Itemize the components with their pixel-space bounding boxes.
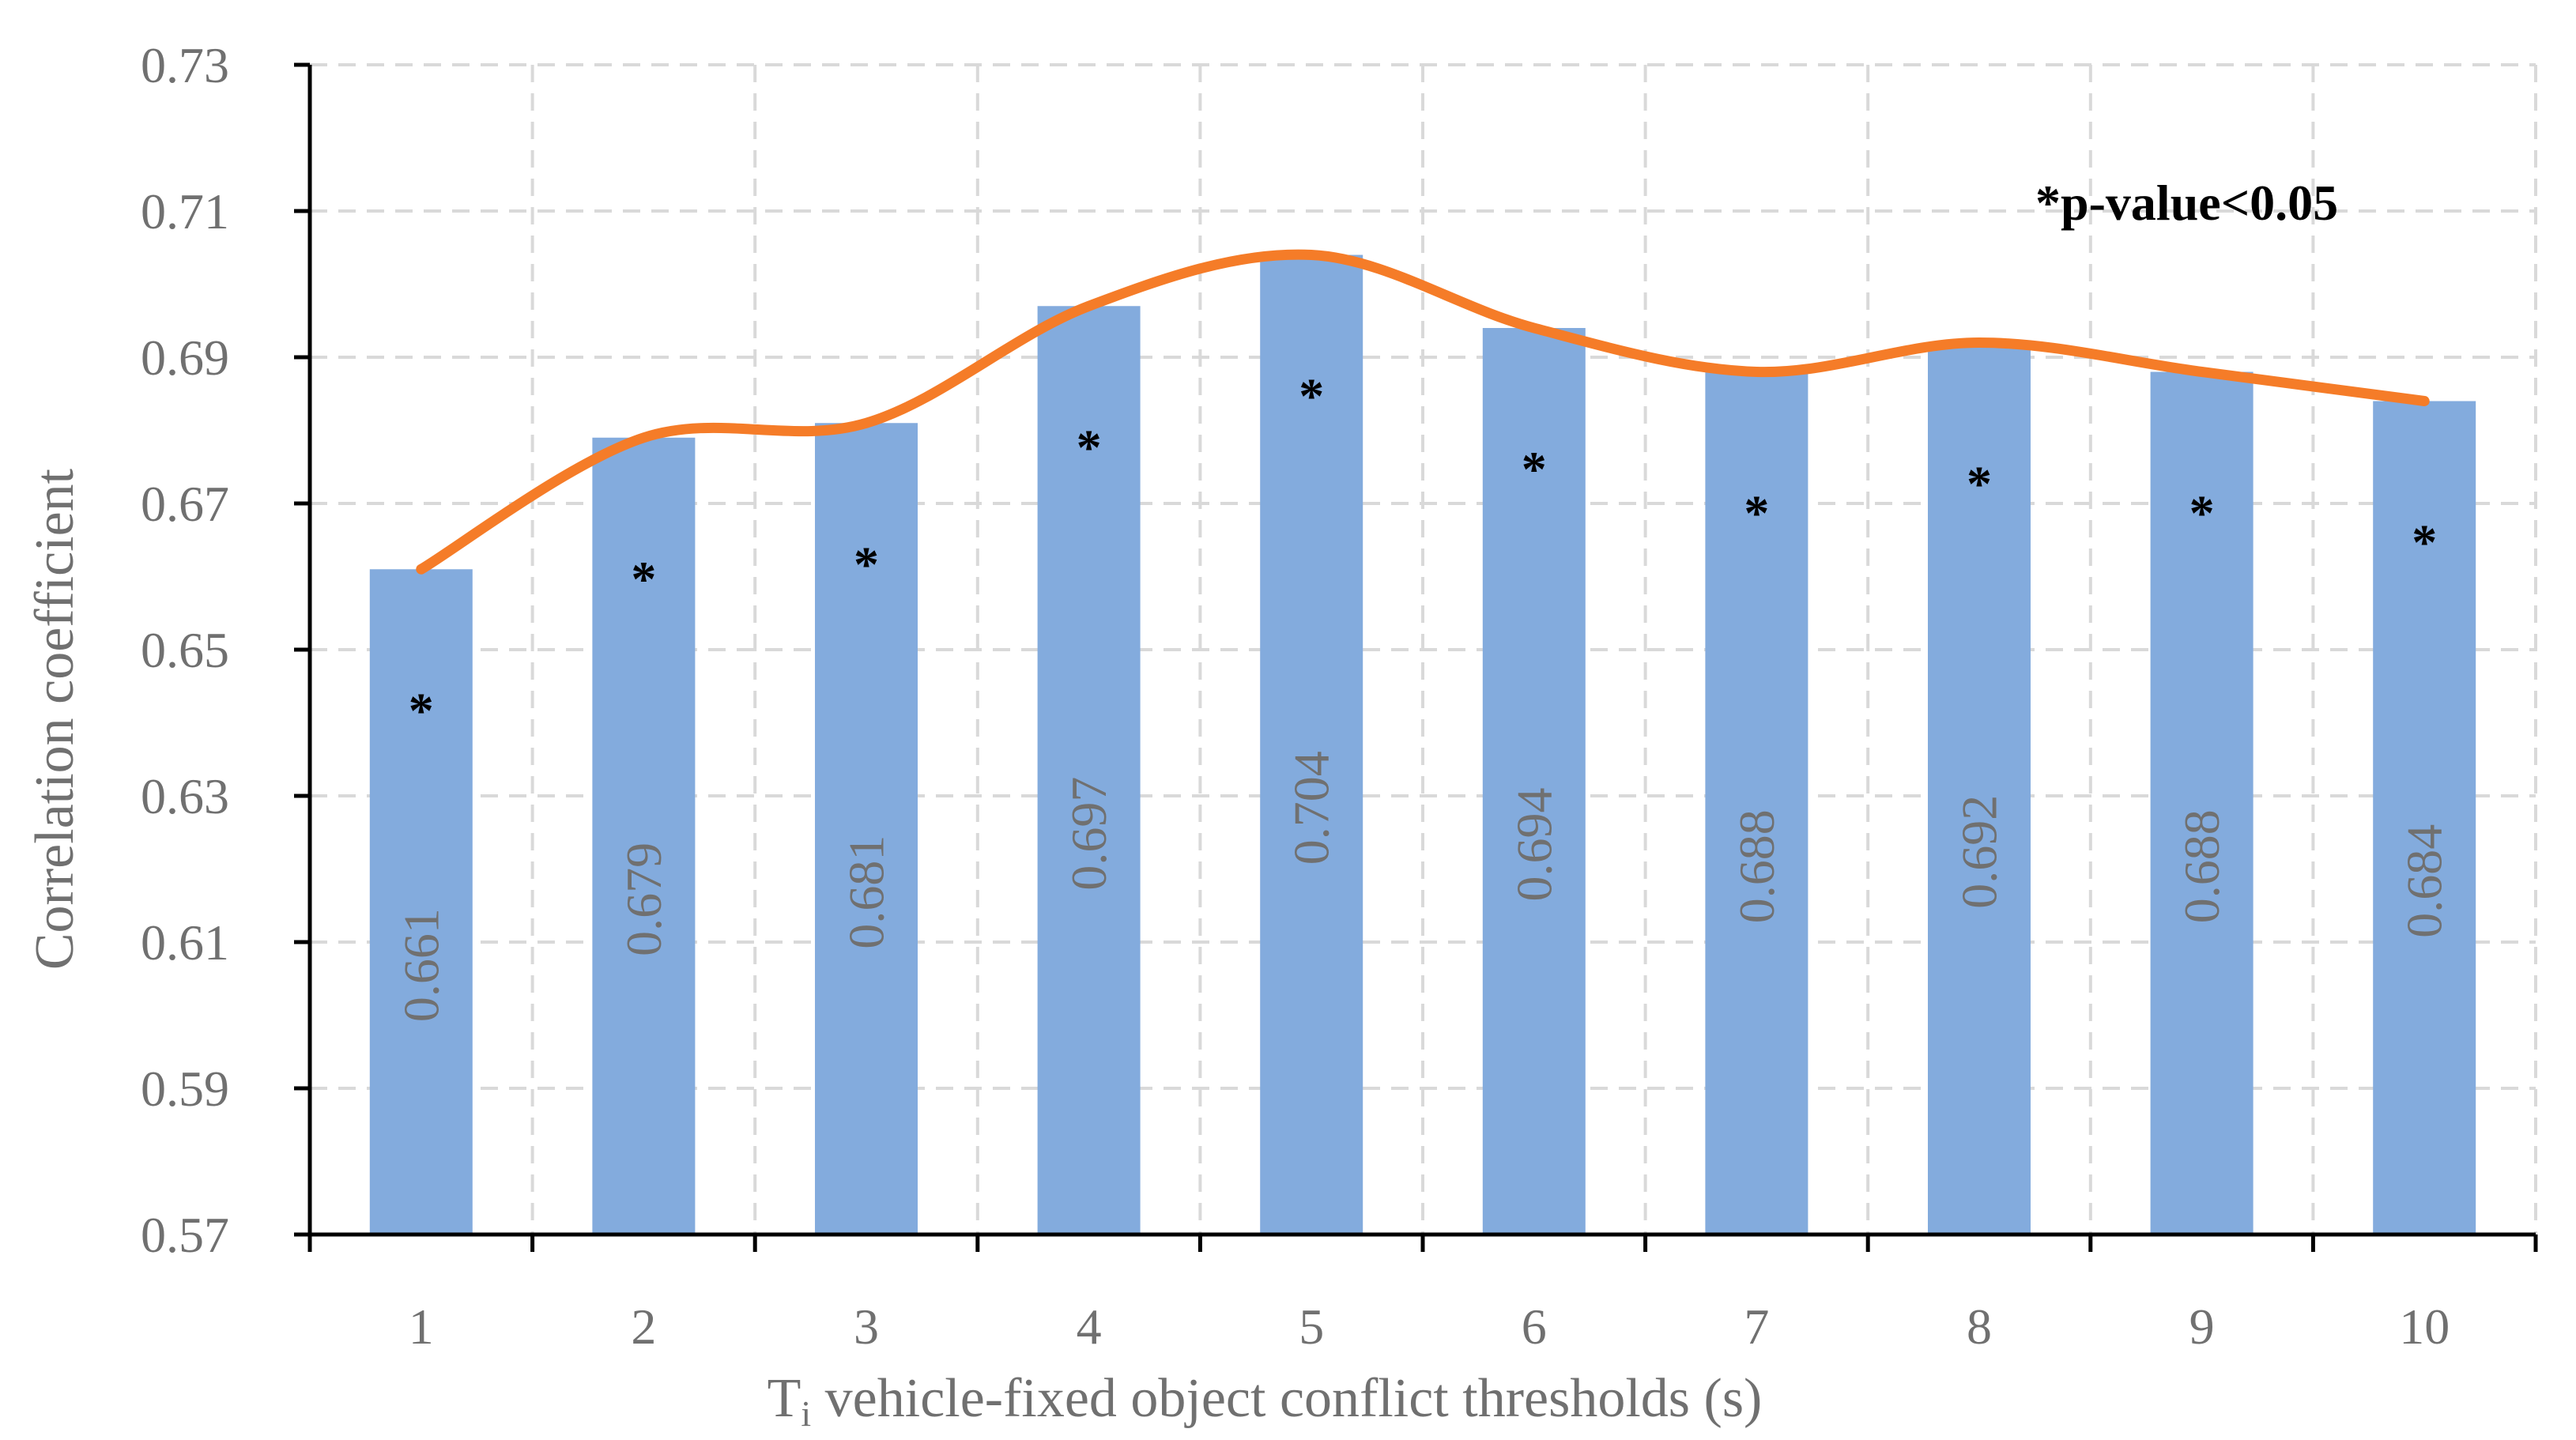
- x-tick-label: 5: [1299, 1299, 1324, 1355]
- bar: [1260, 254, 1363, 1235]
- x-axis-title-rest: vehicle-fixed object conflict thresholds…: [811, 1368, 1762, 1429]
- significance-star: *: [631, 551, 656, 607]
- x-tick-label: 8: [1967, 1299, 1992, 1355]
- bar: [2373, 401, 2476, 1235]
- significance-note: *p-value<0.05: [2035, 175, 2338, 231]
- y-tick-label: 0.65: [141, 622, 229, 678]
- y-tick-label: 0.57: [141, 1207, 229, 1263]
- y-tick-label: 0.71: [141, 183, 229, 239]
- x-tick-label: 10: [2399, 1299, 2450, 1355]
- y-tick-label: 0.67: [141, 476, 229, 532]
- bar: [2150, 371, 2254, 1235]
- y-axis-title: Correlation coefficient: [25, 468, 85, 970]
- significance-star: *: [1299, 368, 1324, 424]
- x-axis-title: Ti vehicle-fixed object conflict thresho…: [768, 1368, 1763, 1434]
- y-tick-label: 0.59: [141, 1061, 229, 1117]
- bar: [815, 423, 918, 1235]
- significance-star: *: [854, 536, 879, 592]
- significance-star: *: [409, 682, 434, 738]
- x-axis-title-main: T: [768, 1368, 801, 1429]
- significance-star: *: [1967, 456, 1992, 512]
- grid-lines: [310, 63, 2537, 1235]
- x-tick-labels: 1 2 3 4 5 6 7 8 9 10: [409, 1299, 2450, 1355]
- bar-value-label: 0.694: [1506, 788, 1562, 902]
- bar: [369, 569, 473, 1235]
- y-tick-label: 0.73: [141, 37, 229, 93]
- significance-star: *: [1522, 441, 1547, 497]
- trend-line: [416, 249, 2430, 575]
- bar-value-labels: 0.661 0.679 0.681 0.697 0.704 0.694 0.688 0.692…: [393, 751, 2452, 1022]
- x-tick-label: 1: [409, 1299, 434, 1355]
- significance-star: *: [1744, 485, 1769, 541]
- bar-value-label: 0.697: [1061, 777, 1117, 891]
- bar-value-label: 0.692: [1952, 795, 2008, 909]
- bar-value-label: 0.681: [839, 835, 895, 949]
- bar-value-label: 0.688: [1729, 809, 1785, 923]
- significance-star: *: [2412, 515, 2437, 571]
- y-tick-label: 0.69: [141, 330, 229, 386]
- x-tick-label: 6: [1522, 1299, 1547, 1355]
- significance-star: *: [1077, 419, 1102, 475]
- bar: [592, 437, 696, 1235]
- significance-markers: * * * * * * * * * *: [409, 368, 2437, 739]
- bar: [1482, 328, 1586, 1235]
- y-tick-labels: 0.57 0.59 0.61 0.63 0.65 0.67 0.69 0.71 0.73: [141, 37, 229, 1263]
- x-tick-label: 4: [1077, 1299, 1102, 1355]
- x-tick-label: 7: [1744, 1299, 1769, 1355]
- y-tick-label: 0.61: [141, 914, 229, 971]
- bar-value-label: 0.661: [393, 908, 449, 1022]
- axes: [294, 62, 2538, 1252]
- x-tick-label: 3: [854, 1299, 879, 1355]
- bar-value-label: 0.679: [616, 843, 672, 956]
- x-tick-label: 2: [631, 1299, 656, 1355]
- bars: [369, 254, 2476, 1235]
- bar: [1037, 306, 1141, 1235]
- x-axis-title-subscript: i: [801, 1393, 811, 1434]
- bar-value-label: 0.688: [2174, 809, 2230, 923]
- bar-value-label: 0.684: [2397, 824, 2453, 938]
- y-tick-label: 0.63: [141, 768, 229, 824]
- x-tick-label: 9: [2189, 1299, 2215, 1355]
- bar-value-label: 0.704: [1284, 751, 1340, 865]
- significance-star: *: [2189, 485, 2215, 541]
- bar: [1705, 371, 1808, 1235]
- bar: [1928, 342, 2031, 1235]
